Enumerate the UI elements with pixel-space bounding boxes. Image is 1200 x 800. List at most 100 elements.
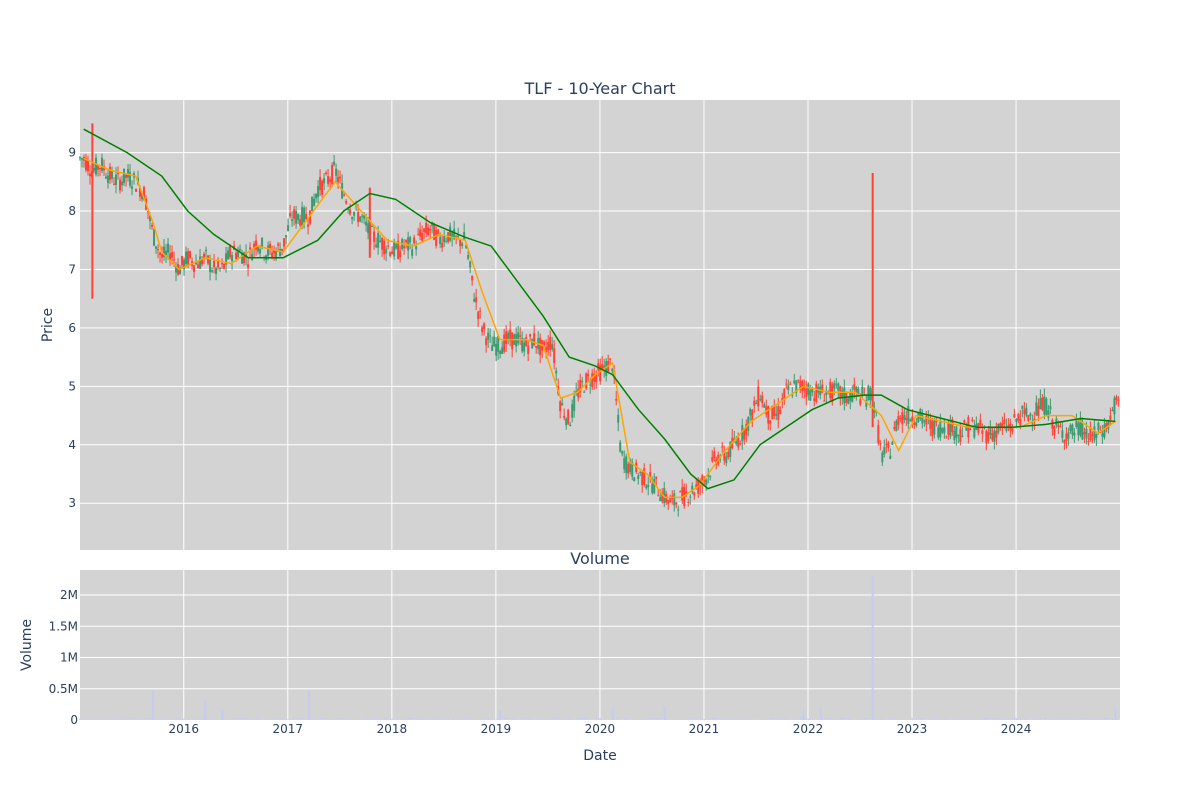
volume-bar [505, 718, 507, 720]
volume-bar [723, 718, 726, 720]
candle-body [547, 341, 550, 350]
candle-body [185, 251, 188, 265]
candle-body [887, 442, 890, 448]
candle-body [399, 250, 402, 257]
candle-body [669, 496, 672, 503]
candle-body [525, 337, 528, 346]
candle-body [757, 386, 760, 407]
candle-body [371, 226, 374, 228]
volume-bar [329, 719, 331, 720]
candle-body [285, 235, 288, 238]
volume-bar [389, 718, 391, 720]
candle-body [485, 338, 488, 346]
volume-bar [485, 718, 487, 720]
volume-bar [545, 718, 547, 720]
candle-body [1113, 398, 1116, 415]
volume-bar [1089, 718, 1092, 720]
volume-bar [293, 718, 295, 720]
candle-body [1043, 396, 1046, 415]
volume-bar [369, 719, 371, 720]
volume-bar [357, 719, 359, 720]
price-chart-title: TLF - 10-Year Chart [524, 79, 676, 98]
candle-body [429, 229, 432, 231]
volume-bar [621, 719, 624, 720]
volume-bar [893, 718, 896, 720]
volume-bar [361, 719, 363, 720]
candle-body [955, 426, 958, 438]
volume-bar [785, 719, 788, 720]
candle-body [745, 424, 748, 436]
volume-bar [589, 718, 591, 720]
date-tick-label: 2016 [168, 722, 199, 736]
volume-bar [325, 718, 327, 720]
candle-body [497, 335, 500, 352]
volume-bar [1091, 718, 1094, 720]
candle-body [647, 485, 650, 487]
candle-body [343, 194, 346, 196]
volume-bar [919, 718, 922, 720]
candle-body [699, 485, 702, 487]
volume-bar [987, 718, 990, 720]
volume-bar [715, 718, 718, 720]
volume-bar [95, 718, 97, 720]
candle-body [941, 428, 944, 433]
candle-body [239, 248, 242, 251]
volume-bar [305, 719, 307, 720]
candle-body [315, 193, 318, 199]
date-axis-label: Date [583, 748, 616, 764]
candle-body [769, 420, 772, 424]
candle-body [773, 406, 776, 416]
candle-body [1027, 415, 1030, 421]
volume-bar [415, 719, 417, 720]
volume-bar [1107, 718, 1110, 720]
volume-bar [901, 719, 904, 720]
volume-bar [201, 718, 203, 720]
candle-body [1035, 402, 1038, 416]
volume-bar [1005, 718, 1008, 720]
volume-bar [1065, 718, 1068, 720]
volume-bar [1111, 718, 1114, 720]
volume-bar [181, 718, 183, 720]
volume-bar [737, 718, 740, 720]
volume-bar [1105, 717, 1108, 720]
candle-body [677, 509, 680, 511]
volume-bar [1083, 718, 1086, 720]
candle-body [783, 389, 786, 399]
candle-body [653, 479, 656, 494]
volume-bar [1093, 719, 1096, 720]
candle-body [1071, 424, 1074, 435]
volume-bar [301, 718, 303, 720]
volume-bar [891, 718, 894, 720]
volume-bar [827, 718, 830, 720]
volume-bar [323, 719, 325, 720]
volume-bar [659, 717, 662, 720]
volume-bar [627, 719, 630, 720]
volume-bar [327, 719, 329, 720]
volume-bar [475, 719, 477, 720]
candle-body [473, 298, 476, 302]
volume-bar [685, 719, 688, 720]
candle-body [935, 421, 938, 423]
candle-body [883, 447, 886, 455]
candle-body [951, 419, 954, 433]
candle-body [893, 427, 896, 429]
candle-body [1031, 422, 1034, 424]
candle-body [1015, 418, 1018, 422]
candle-body [345, 201, 348, 204]
volume-bar [489, 719, 491, 720]
candle-body [829, 382, 832, 398]
volume-bar [391, 718, 393, 720]
candle-body [567, 409, 570, 424]
candle-body [847, 398, 850, 404]
candle-body [505, 331, 508, 344]
candle-body [1013, 414, 1016, 418]
candle-body [865, 400, 868, 407]
price-tick-label: 4 [68, 438, 76, 452]
candle-body [181, 256, 184, 266]
volume-bar [149, 717, 151, 720]
candle-body [837, 383, 840, 391]
volume-bar [839, 718, 842, 720]
volume-bar [345, 719, 347, 720]
volume-bar [225, 719, 227, 720]
volume-bar [925, 719, 928, 720]
